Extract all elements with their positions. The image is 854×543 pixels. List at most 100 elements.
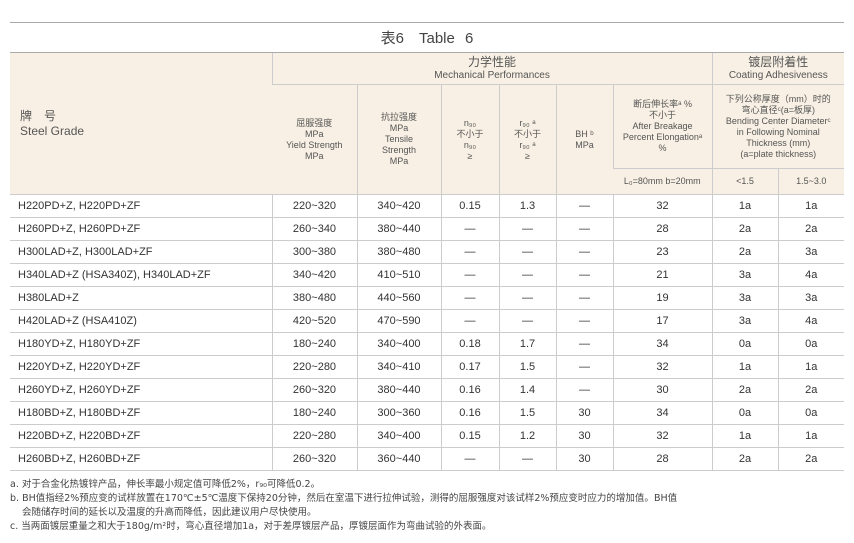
value-cell: —: [440, 217, 499, 241]
value-cell: 0a: [711, 332, 779, 356]
value-cell: 30: [555, 424, 613, 448]
grade-cell: H260YD+Z, H260YD+ZF: [10, 378, 272, 402]
value-cell: —: [555, 309, 613, 333]
header-line: MPa: [389, 123, 409, 133]
value-cell: 3a: [711, 286, 779, 310]
value-cell: 180~240: [271, 332, 357, 356]
header-line: BH ᵇ: [575, 128, 594, 139]
top-rule: [10, 22, 844, 23]
value-cell: 2a: [711, 378, 779, 402]
value-cell: 30: [555, 401, 613, 425]
value-cell: 420~520: [271, 309, 357, 333]
header-line: MPa: [304, 150, 324, 161]
footnote-b: b. BH值指经2%预应变的试样放置在170℃±5℃温度下保持20分钟，然后在室…: [10, 493, 678, 504]
table-title: 表6 Table 6: [380, 30, 474, 47]
value-cell: 1a: [711, 194, 779, 218]
header-line: ≥: [467, 150, 473, 161]
value-cell: 1a: [711, 355, 779, 379]
value-cell: 4a: [777, 263, 845, 287]
footnote-a: a. 对于合金化热镀锌产品，伸长率最小规定值可降低2%，r₉₀可降低0.2。: [10, 479, 321, 490]
header-line: Percent Elongationᵃ: [622, 132, 703, 142]
header-line: 不小于: [513, 128, 541, 139]
value-cell: 380~480: [271, 286, 357, 310]
header-line: After Breakage: [632, 121, 693, 131]
header-thin: <1.5: [711, 168, 779, 195]
grade-cell: H300LAD+Z, H300LAD+ZF: [10, 240, 272, 264]
value-cell: 1a: [777, 355, 845, 379]
value-cell: 30: [612, 378, 713, 402]
header-line: ≥: [525, 150, 530, 161]
value-cell: 180~240: [271, 401, 357, 425]
value-cell: 340~420: [356, 194, 441, 218]
value-cell: 0.16: [440, 401, 499, 425]
table-row: H380LAD+Z 380~480 440~560— — —19 3a 3a: [10, 286, 845, 310]
value-cell: —: [498, 263, 556, 287]
header-line: Bending Center Diameterᶜ: [725, 115, 831, 126]
value-cell: —: [440, 447, 499, 471]
header-line: Strength: [381, 145, 417, 155]
value-cell: 300~380: [271, 240, 357, 264]
value-cell: 470~590: [356, 309, 441, 333]
grade-cell: H260BD+Z, H260BD+ZF: [10, 447, 272, 471]
header-line: Tensile: [384, 134, 413, 144]
grade-cell: H220YD+Z, H220YD+ZF: [10, 355, 272, 379]
value-cell: 220~280: [271, 355, 357, 379]
value-cell: 380~440: [356, 217, 441, 241]
value-cell: 19: [612, 286, 713, 310]
value-cell: 1.7: [498, 332, 556, 356]
value-cell: —: [498, 309, 556, 333]
value-cell: —: [555, 217, 613, 241]
header-line: 断后伸长率ᵃ %: [633, 99, 692, 109]
value-cell: 220~280: [271, 424, 357, 448]
header-line: MPa: [575, 139, 594, 150]
value-cell: 0a: [711, 401, 779, 425]
value-cell: 2a: [711, 217, 779, 241]
header-line: (a=plate thickness): [740, 148, 817, 159]
value-cell: 0.17: [440, 355, 499, 379]
table-row: H220BD+Z, H220BD+ZF 220~280 340~400 0.15 1.2…: [10, 424, 845, 448]
header-line: 下列公称厚度（mm）时的: [725, 93, 831, 104]
value-cell: 2a: [777, 378, 845, 402]
header-line: MPa: [304, 128, 324, 139]
header-tensile: 抗拉强度 MPa Tensile Strength MPa: [356, 84, 441, 195]
table-row: H180BD+Z, H180BD+ZF 180~240 300~360 0.16 1.5…: [10, 401, 845, 425]
grade-cell: H220BD+Z, H220BD+ZF: [10, 424, 272, 448]
value-cell: 30: [555, 447, 613, 471]
header-line: n₉₀: [463, 117, 477, 128]
value-cell: 380~440: [356, 378, 441, 402]
value-cell: 0.15: [440, 424, 499, 448]
header-line: 不小于: [456, 128, 484, 139]
value-cell: 3a: [711, 309, 779, 333]
value-cell: 360~440: [356, 447, 441, 471]
value-cell: 0.18: [440, 332, 499, 356]
value-cell: 23: [612, 240, 713, 264]
value-cell: —: [440, 263, 499, 287]
header-bh: BH ᵇ MPa: [555, 84, 613, 195]
header-line: 弯心直径ᶜ(a=板厚): [741, 104, 816, 115]
value-cell: 3a: [711, 263, 779, 287]
value-cell: —: [555, 286, 613, 310]
value-cell: 340~400: [356, 332, 441, 356]
value-cell: 1.5: [498, 401, 556, 425]
header-line: MPa: [389, 156, 409, 166]
header-yield: 屈服强度 MPa Yield Strength MPa: [272, 84, 357, 195]
footnotes: a. 对于合金化热镀锌产品，伸长率最小规定值可降低2%，r₉₀可降低0.2。 b…: [10, 478, 677, 534]
table-row: H220YD+Z, H220YD+ZF 220~280 340~410 0.17 1.5…: [10, 355, 845, 379]
header-line: 抗拉强度: [380, 112, 417, 122]
value-cell: 28: [612, 217, 713, 241]
value-cell: —: [440, 309, 499, 333]
value-cell: 32: [612, 424, 713, 448]
header-line: r₉₀ ᵃ: [519, 117, 536, 128]
header-steel-grade: 牌 号 Steel Grade: [10, 52, 272, 195]
value-cell: 3a: [777, 286, 845, 310]
value-cell: 21: [612, 263, 713, 287]
value-cell: 260~320: [271, 378, 357, 402]
value-cell: —: [555, 378, 613, 402]
value-cell: 0.15: [440, 194, 499, 218]
value-cell: 340~420: [271, 263, 357, 287]
table-row: H260BD+Z, H260BD+ZF 260~320 360~440— —30 28 2…: [10, 447, 845, 471]
table-row: H220PD+Z, H220PD+ZF 220~320 340~420 0.15 1.3…: [10, 194, 845, 218]
value-cell: 380~480: [356, 240, 441, 264]
grade-cell: H340LAD+Z (HSA340Z), H340LAD+ZF: [10, 263, 272, 287]
header-r90: r₉₀ ᵃ 不小于 r₉₀ ᵃ ≥: [498, 84, 556, 195]
